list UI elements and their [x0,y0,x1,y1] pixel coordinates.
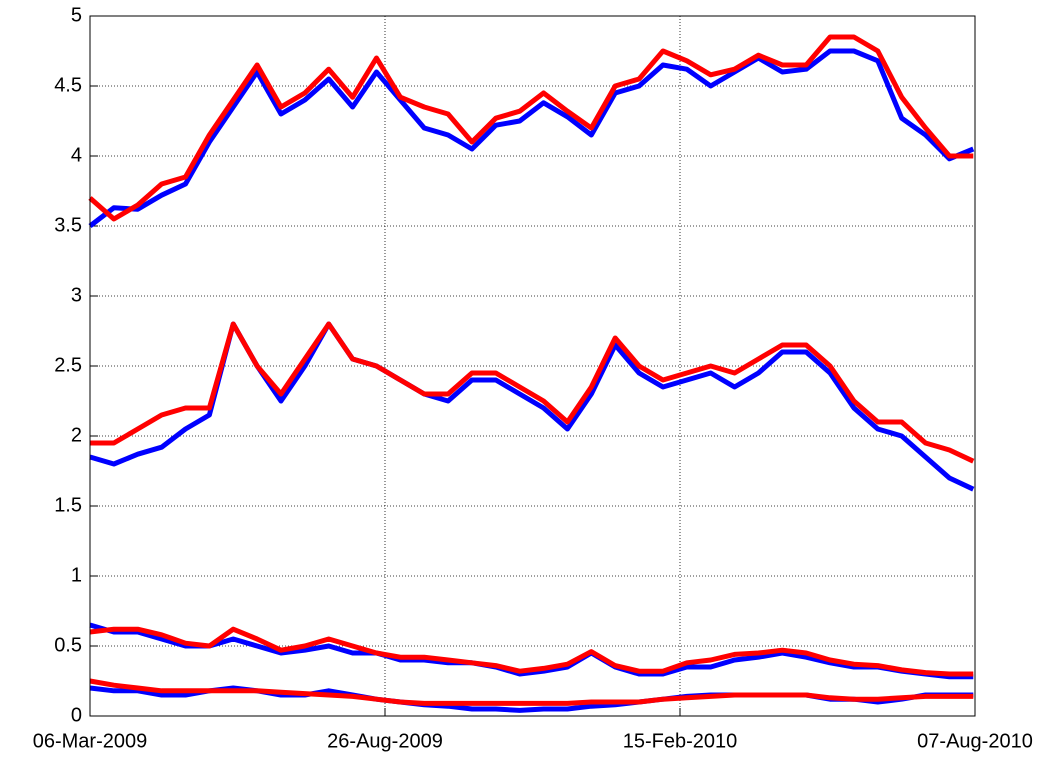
data-line [89,626,974,677]
data-line [89,622,974,680]
data-line [89,678,974,706]
y-tick-label: 4 [71,144,82,166]
y-tick-label: 2 [71,424,82,446]
y-tick-label: 1.5 [54,494,82,516]
y-tick-label: 5 [71,4,82,26]
plot-frame [89,15,976,717]
x-tick-label: 07-Aug-2010 [917,730,1033,752]
x-tick-label: 26-Aug-2009 [327,730,443,752]
y-tick-label: 2.5 [54,354,82,376]
data-line [90,321,975,464]
y-tick-label: 0.5 [54,634,82,656]
y-tick-label: 3 [71,284,82,306]
x-tick-label: 15-Feb-2010 [623,730,738,752]
x-tick-label: 06-Mar-2009 [33,730,148,752]
y-tick-label: 4.5 [54,74,82,96]
y-tick-label: 1 [71,564,82,586]
data-line [88,48,975,228]
y-tick-label: 3.5 [54,214,82,236]
data-line [88,34,974,222]
y-tick-label: 0 [71,704,82,726]
